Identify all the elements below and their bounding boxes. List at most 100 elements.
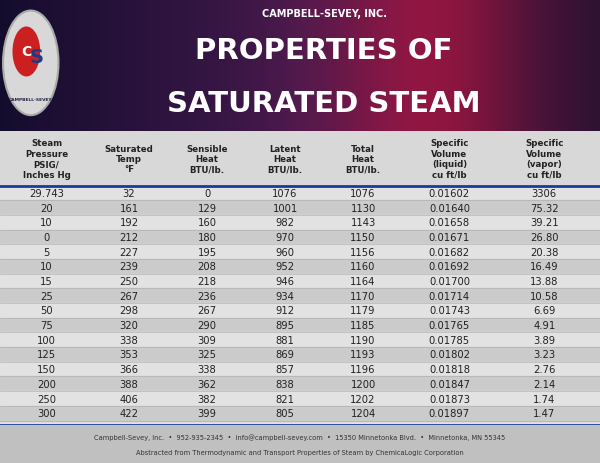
Text: 1.47: 1.47	[533, 408, 556, 418]
Text: 0: 0	[43, 232, 50, 243]
Text: 15: 15	[40, 276, 53, 287]
Text: 300: 300	[37, 408, 56, 418]
Bar	[0, 132, 600, 186]
Bar	[0, 274, 600, 289]
Text: 192: 192	[119, 218, 139, 228]
Text: 0.01714: 0.01714	[429, 291, 470, 301]
Text: 970: 970	[275, 232, 295, 243]
Text: 3.23: 3.23	[533, 350, 555, 360]
Bar	[0, 215, 600, 230]
Text: 218: 218	[197, 276, 217, 287]
Text: 100: 100	[37, 335, 56, 345]
Text: 946: 946	[275, 276, 295, 287]
Text: 821: 821	[275, 394, 295, 404]
Text: 125: 125	[37, 350, 56, 360]
Bar	[0, 362, 600, 377]
Text: 1130: 1130	[350, 203, 376, 213]
Text: CAMPBELL-SEVEY: CAMPBELL-SEVEY	[9, 98, 53, 102]
Text: S: S	[30, 47, 44, 66]
Text: 1156: 1156	[350, 247, 376, 257]
Text: 0.01847: 0.01847	[429, 379, 470, 389]
Text: 4.91: 4.91	[533, 320, 556, 331]
Text: 150: 150	[37, 364, 56, 375]
Text: 1179: 1179	[350, 306, 376, 316]
Text: 236: 236	[197, 291, 217, 301]
Text: 25: 25	[40, 291, 53, 301]
Text: PROPERTIES OF: PROPERTIES OF	[195, 37, 453, 65]
Text: 160: 160	[197, 218, 217, 228]
Text: Specific
Volume
(vapor)
cu ft/lb: Specific Volume (vapor) cu ft/lb	[525, 139, 563, 179]
Text: 934: 934	[275, 291, 295, 301]
Text: Abstracted from Thermodynamic and Transport Properties of Steam by ChemicaLogic : Abstracted from Thermodynamic and Transp…	[136, 449, 464, 455]
Text: CAMPBELL-SEVEY, INC.: CAMPBELL-SEVEY, INC.	[262, 9, 386, 19]
Text: 16.49: 16.49	[530, 262, 559, 272]
Text: 0.01671: 0.01671	[429, 232, 470, 243]
Text: 1143: 1143	[350, 218, 376, 228]
Text: 960: 960	[275, 247, 295, 257]
Circle shape	[13, 27, 40, 77]
Text: 1190: 1190	[350, 335, 376, 345]
Text: 0.01692: 0.01692	[429, 262, 470, 272]
Text: 1.74: 1.74	[533, 394, 556, 404]
Text: 838: 838	[275, 379, 295, 389]
Text: 0.01765: 0.01765	[429, 320, 470, 331]
Text: 161: 161	[119, 203, 139, 213]
Text: Latent
Heat
BTU/lb.: Latent Heat BTU/lb.	[268, 144, 302, 174]
Bar	[0, 377, 600, 391]
Text: 0.01640: 0.01640	[429, 203, 470, 213]
Ellipse shape	[3, 12, 58, 116]
Text: 1202: 1202	[350, 394, 376, 404]
Bar	[0, 289, 600, 303]
Text: 20.38: 20.38	[530, 247, 559, 257]
Text: 39.21: 39.21	[530, 218, 559, 228]
Bar	[0, 201, 600, 215]
Bar	[0, 347, 600, 362]
Text: Specific
Volume
(liquid)
cu ft/lb: Specific Volume (liquid) cu ft/lb	[430, 139, 469, 179]
Bar	[0, 303, 600, 318]
Text: 895: 895	[275, 320, 295, 331]
Text: 13.88: 13.88	[530, 276, 559, 287]
Bar	[0, 318, 600, 333]
Text: 912: 912	[275, 306, 295, 316]
Text: 0.01802: 0.01802	[429, 350, 470, 360]
Bar	[0, 245, 600, 259]
Text: 353: 353	[119, 350, 139, 360]
Text: 10.58: 10.58	[530, 291, 559, 301]
Text: 309: 309	[197, 335, 217, 345]
Text: 0.01682: 0.01682	[429, 247, 470, 257]
Text: 1001: 1001	[272, 203, 298, 213]
Text: Campbell-Sevey, Inc.  •  952-935-2345  •  info@campbell-sevey.com  •  15350 Minn: Campbell-Sevey, Inc. • 952-935-2345 • in…	[94, 433, 506, 439]
Text: 26.80: 26.80	[530, 232, 559, 243]
Text: 382: 382	[197, 394, 217, 404]
Text: 0.01785: 0.01785	[429, 335, 470, 345]
Text: 0.01897: 0.01897	[429, 408, 470, 418]
Text: 227: 227	[119, 247, 139, 257]
Text: 325: 325	[197, 350, 217, 360]
Text: 399: 399	[197, 408, 217, 418]
Text: 366: 366	[119, 364, 139, 375]
Text: 857: 857	[275, 364, 295, 375]
Text: 250: 250	[37, 394, 56, 404]
Text: 1185: 1185	[350, 320, 376, 331]
Text: Steam
Pressure
PSIG/
Inches Hg: Steam Pressure PSIG/ Inches Hg	[23, 139, 70, 179]
Text: 805: 805	[275, 408, 295, 418]
Text: 0.01743: 0.01743	[429, 306, 470, 316]
Text: 290: 290	[197, 320, 217, 331]
Text: 195: 195	[197, 247, 217, 257]
Text: 1204: 1204	[350, 408, 376, 418]
Text: 10: 10	[40, 262, 53, 272]
Text: 0: 0	[204, 188, 210, 199]
Text: 1150: 1150	[350, 232, 376, 243]
Text: 267: 267	[119, 291, 139, 301]
Text: 3.89: 3.89	[533, 335, 555, 345]
Text: 1200: 1200	[350, 379, 376, 389]
Text: 6.69: 6.69	[533, 306, 556, 316]
Text: 3306: 3306	[532, 188, 557, 199]
Text: 320: 320	[119, 320, 139, 331]
Text: 2.14: 2.14	[533, 379, 556, 389]
Text: 20: 20	[40, 203, 53, 213]
Text: 200: 200	[37, 379, 56, 389]
Text: 338: 338	[119, 335, 139, 345]
Text: 129: 129	[197, 203, 217, 213]
Text: Saturated
Temp
°F: Saturated Temp °F	[104, 144, 154, 174]
